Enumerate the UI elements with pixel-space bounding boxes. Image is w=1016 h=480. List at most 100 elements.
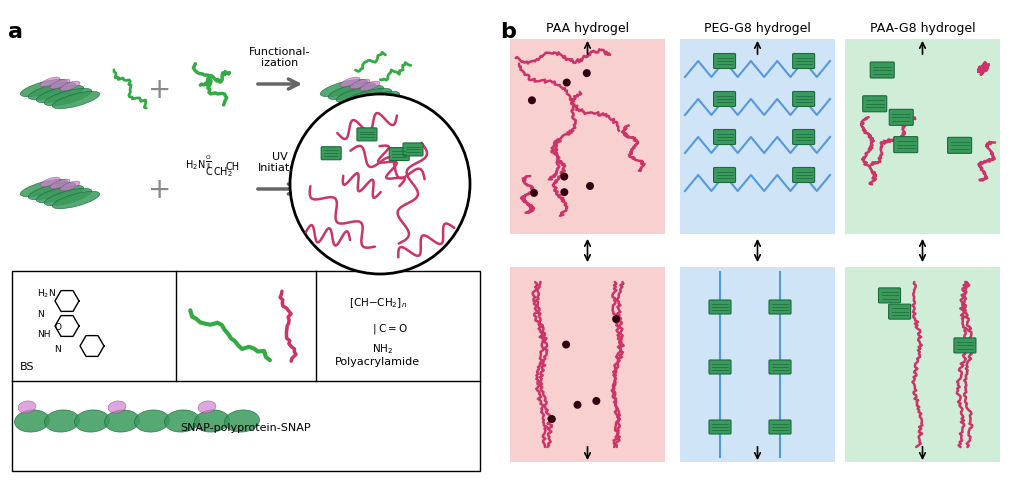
Text: PAA hydrogel: PAA hydrogel	[546, 22, 629, 35]
Ellipse shape	[74, 410, 110, 432]
FancyBboxPatch shape	[389, 148, 409, 161]
FancyBboxPatch shape	[948, 138, 971, 154]
FancyBboxPatch shape	[709, 360, 731, 374]
FancyBboxPatch shape	[713, 130, 736, 145]
Ellipse shape	[45, 89, 91, 107]
Text: BS: BS	[20, 361, 35, 371]
FancyBboxPatch shape	[845, 267, 1000, 462]
Ellipse shape	[290, 95, 470, 275]
Ellipse shape	[105, 410, 139, 432]
Ellipse shape	[353, 92, 399, 109]
Ellipse shape	[165, 410, 199, 432]
FancyBboxPatch shape	[792, 54, 815, 69]
Text: N: N	[37, 309, 44, 318]
FancyBboxPatch shape	[863, 96, 887, 112]
FancyBboxPatch shape	[871, 63, 894, 79]
Ellipse shape	[50, 80, 70, 90]
FancyBboxPatch shape	[680, 40, 835, 235]
Circle shape	[560, 173, 568, 181]
FancyBboxPatch shape	[357, 129, 377, 142]
Text: C: C	[205, 167, 211, 177]
Ellipse shape	[198, 401, 216, 413]
Ellipse shape	[360, 82, 380, 92]
Text: Functional-
ization: Functional- ization	[249, 47, 311, 68]
Ellipse shape	[225, 410, 259, 432]
Text: +: +	[148, 76, 172, 104]
Ellipse shape	[37, 86, 83, 104]
Circle shape	[563, 79, 571, 87]
Ellipse shape	[344, 89, 392, 107]
Circle shape	[583, 70, 590, 78]
FancyBboxPatch shape	[769, 420, 791, 434]
FancyBboxPatch shape	[713, 54, 736, 69]
Text: N: N	[54, 344, 61, 353]
Ellipse shape	[336, 86, 384, 104]
Ellipse shape	[328, 83, 376, 100]
Circle shape	[548, 415, 556, 423]
Ellipse shape	[134, 410, 170, 432]
FancyBboxPatch shape	[792, 168, 815, 183]
FancyBboxPatch shape	[713, 92, 736, 107]
Text: b: b	[500, 22, 516, 42]
Text: O: O	[54, 323, 61, 331]
Circle shape	[573, 401, 581, 409]
Polygon shape	[860, 273, 985, 457]
Text: +: +	[148, 176, 172, 204]
Ellipse shape	[52, 192, 100, 209]
Text: $|\; \mathrm{C}=\mathrm{O}$: $|\; \mathrm{C}=\mathrm{O}$	[372, 321, 408, 336]
Text: CH$_2$: CH$_2$	[213, 165, 233, 179]
Text: $\mathrm{NH_2}$: $\mathrm{NH_2}$	[372, 341, 394, 355]
Circle shape	[586, 182, 594, 191]
Text: UV
Initiator: UV Initiator	[258, 152, 302, 173]
FancyBboxPatch shape	[792, 130, 815, 145]
Ellipse shape	[340, 78, 360, 88]
Text: PAA-G8 hydrogel: PAA-G8 hydrogel	[870, 22, 975, 35]
Text: SNAP-polyprotein-SNAP: SNAP-polyprotein-SNAP	[181, 422, 311, 432]
FancyBboxPatch shape	[769, 300, 791, 314]
FancyBboxPatch shape	[769, 360, 791, 374]
Ellipse shape	[40, 178, 60, 188]
Text: $\rm \frac{O}{\|}$: $\rm \frac{O}{\|}$	[205, 154, 211, 172]
Circle shape	[562, 341, 570, 349]
Text: a: a	[8, 22, 23, 42]
Text: $\rm H_2N$: $\rm H_2N$	[185, 157, 205, 171]
FancyBboxPatch shape	[680, 267, 835, 462]
FancyBboxPatch shape	[321, 147, 341, 160]
Text: CH: CH	[225, 162, 239, 172]
Ellipse shape	[320, 80, 368, 97]
Ellipse shape	[194, 410, 230, 432]
Text: PEG-G8 hydrogel: PEG-G8 hydrogel	[704, 22, 811, 35]
Circle shape	[560, 189, 568, 197]
FancyBboxPatch shape	[889, 110, 913, 126]
FancyBboxPatch shape	[709, 420, 731, 434]
Text: $\rm H_2N$: $\rm H_2N$	[37, 288, 56, 300]
FancyBboxPatch shape	[792, 92, 815, 107]
Ellipse shape	[40, 78, 60, 88]
Ellipse shape	[52, 92, 100, 109]
FancyBboxPatch shape	[510, 267, 665, 462]
Text: $\left[\mathrm{CH{-}CH_2}\right]_n$: $\left[\mathrm{CH{-}CH_2}\right]_n$	[348, 295, 407, 309]
Ellipse shape	[28, 83, 76, 100]
Ellipse shape	[18, 401, 36, 413]
Ellipse shape	[60, 182, 80, 192]
Ellipse shape	[20, 180, 68, 197]
Ellipse shape	[14, 410, 50, 432]
Circle shape	[530, 190, 538, 197]
Circle shape	[612, 315, 620, 324]
FancyBboxPatch shape	[894, 137, 917, 153]
Ellipse shape	[108, 401, 126, 413]
FancyBboxPatch shape	[713, 168, 736, 183]
Ellipse shape	[20, 80, 68, 97]
Text: Polyacrylamide: Polyacrylamide	[334, 356, 420, 366]
Ellipse shape	[37, 186, 83, 203]
Circle shape	[592, 397, 600, 405]
FancyBboxPatch shape	[879, 288, 900, 303]
Circle shape	[528, 97, 536, 105]
Polygon shape	[520, 273, 655, 457]
FancyBboxPatch shape	[709, 300, 731, 314]
FancyBboxPatch shape	[510, 40, 665, 235]
FancyBboxPatch shape	[12, 271, 480, 471]
FancyBboxPatch shape	[954, 338, 976, 353]
Ellipse shape	[60, 82, 80, 92]
Ellipse shape	[45, 410, 79, 432]
